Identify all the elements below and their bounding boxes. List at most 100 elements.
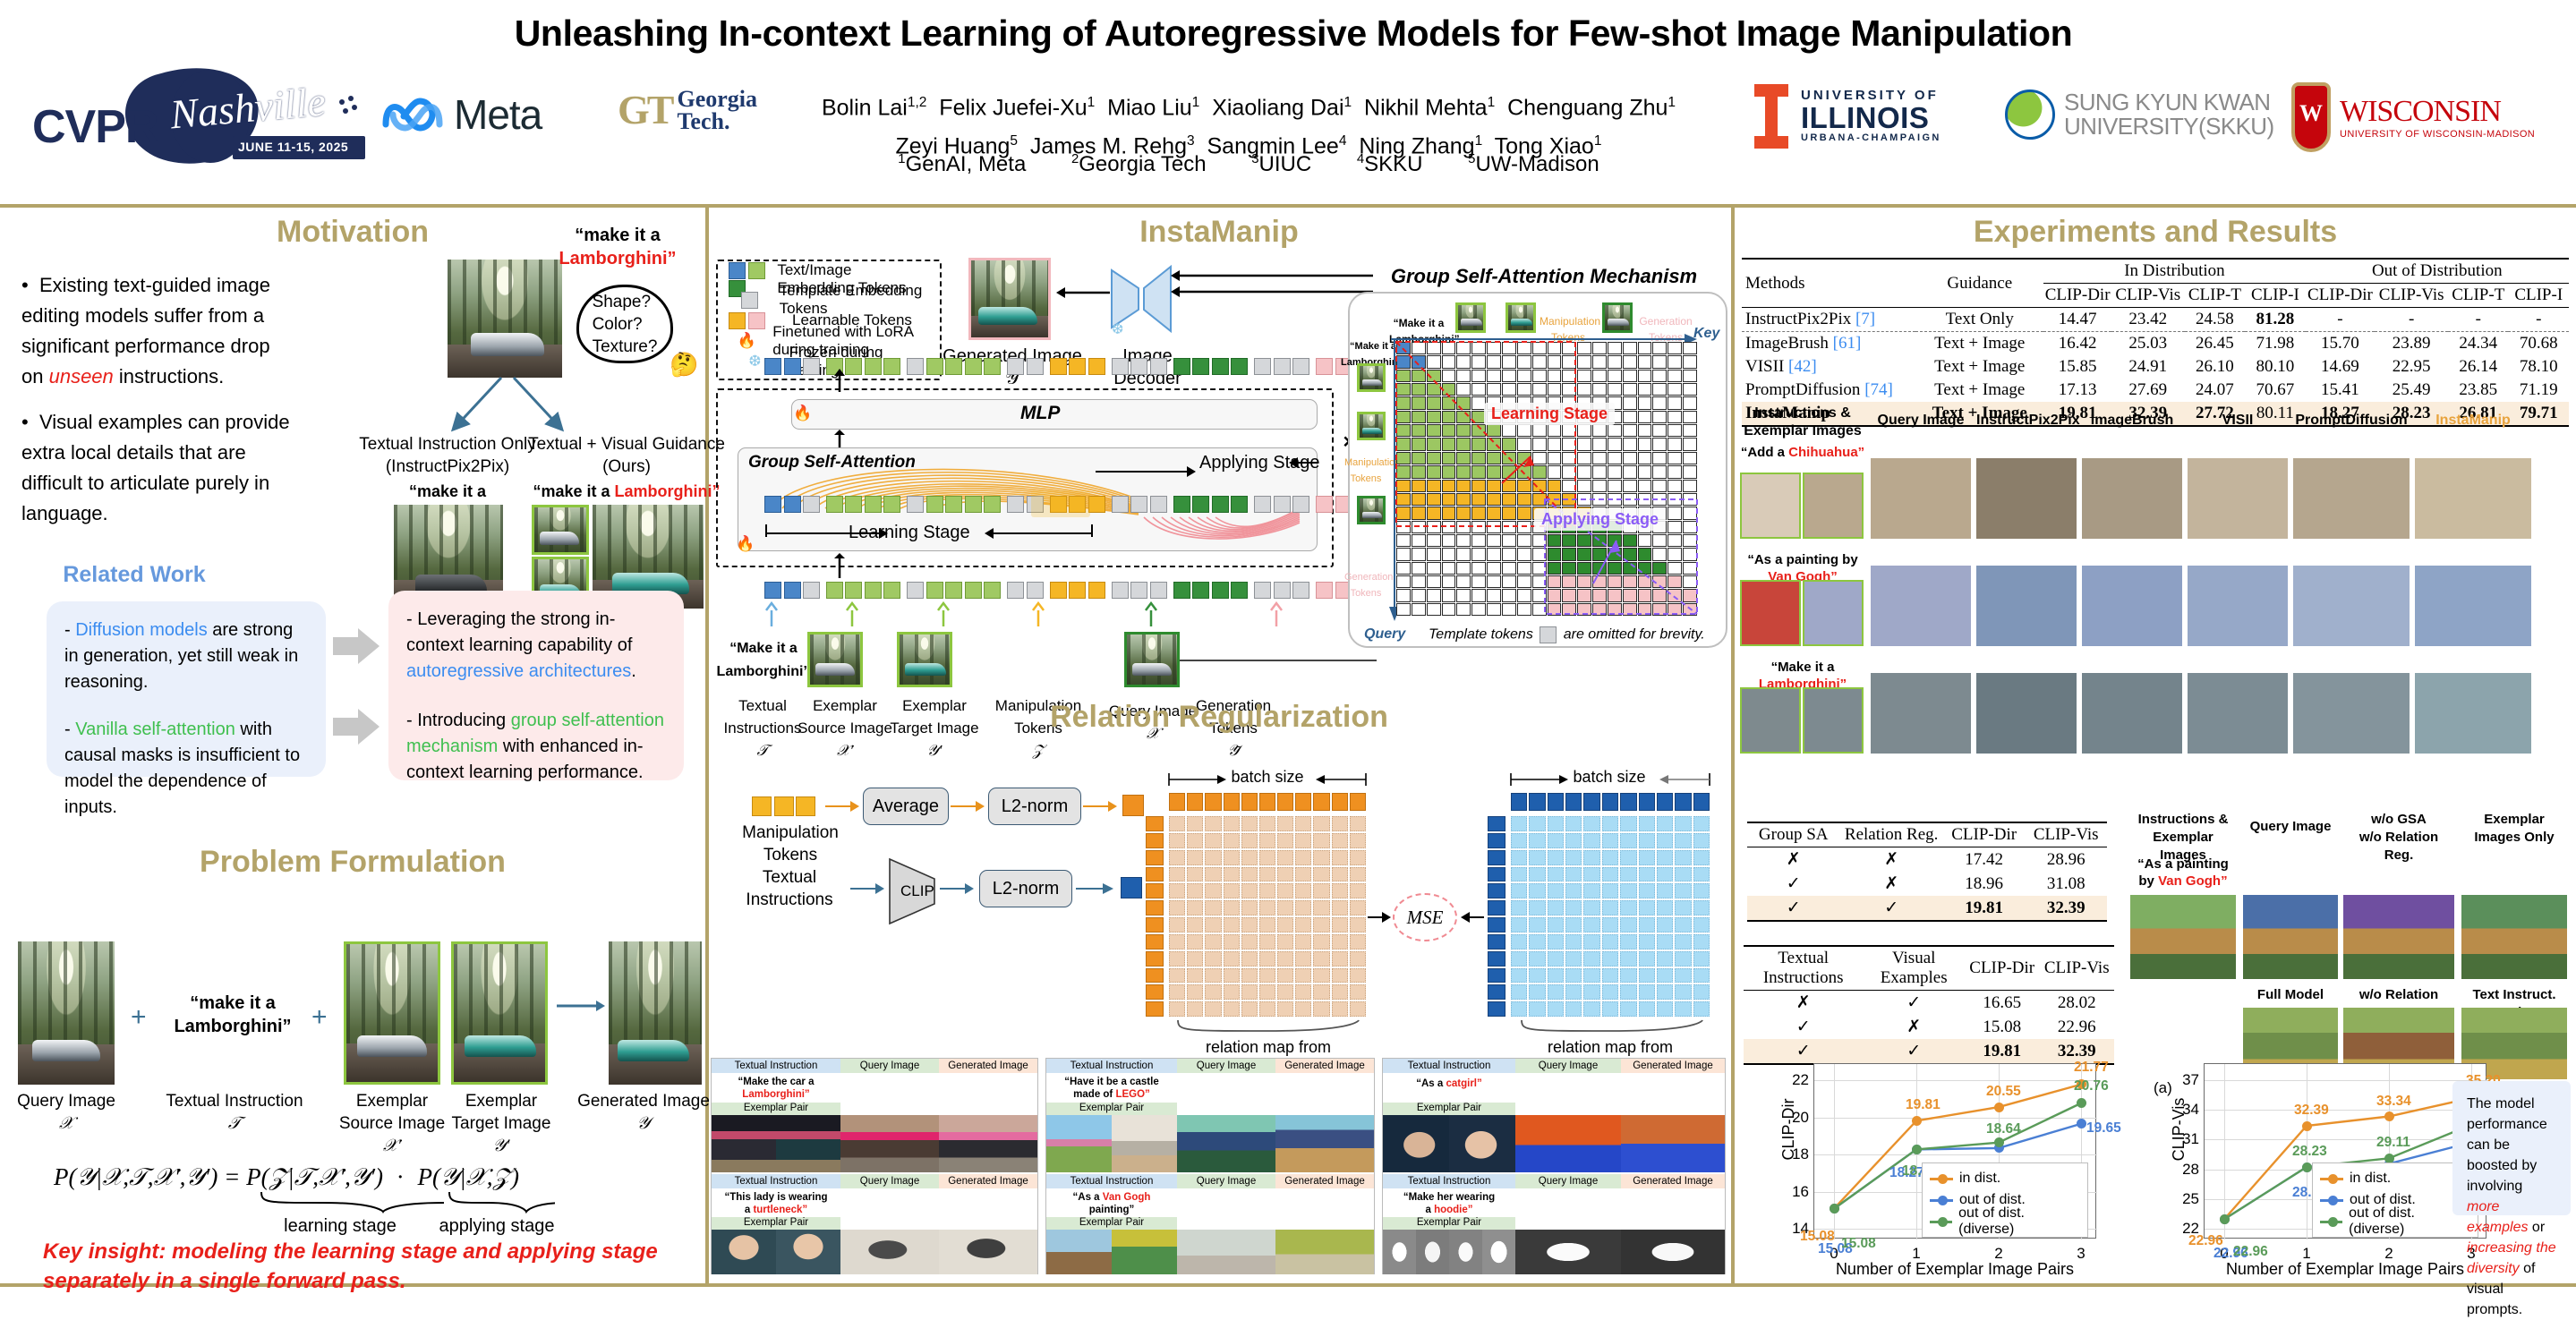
cell-metric: 23.42 [2128,310,2168,328]
relation-cell [1583,967,1600,984]
relation-cell [1205,832,1222,848]
relation-cell [1656,933,1674,950]
relation-header-cell [1511,793,1528,811]
qinstr-3: “Have it be a castle made of LEGO” [1064,1077,1159,1100]
gsa-cell [1487,355,1501,369]
cell-metric: 18.27 [2305,402,2376,426]
relation-cell [1675,866,1692,882]
gsa-cell [1652,438,1668,451]
ablation-flag: ✗ [1906,1018,1922,1036]
gsa-cell [1562,424,1577,438]
cell-guidance: Text + Image [1934,357,2026,376]
flame-icon: 🔥 [737,331,756,349]
gsa-cell [1441,451,1456,465]
qhead-instruction: Textual Instruction [712,1174,840,1188]
cell-metric: 78.10 [2519,357,2558,376]
gsa-cell [1396,520,1411,533]
wisconsin-logo: WISCONSIN UNIVERSITY OF WISCONSIN-MADISO… [2291,82,2535,152]
relation-cell [1529,950,1546,967]
motivation-right-branch-title: Textual + Visual Guidance (Ours) [528,435,725,476]
gsa-cell [1547,602,1562,616]
gsa-cell [1652,479,1668,492]
relation-cell [1511,967,1528,984]
skku-mark-icon [2005,89,2055,140]
relation-cell [1187,950,1204,967]
gsa-cell [1501,355,1516,369]
poster-header: Unleashing In-context Learning of Autore… [0,0,2576,204]
relation-cell [1277,1001,1294,1017]
gsa-cell [1562,369,1577,383]
gsa-cell [1426,575,1441,589]
gsa-cell [1668,520,1683,533]
relation-cell [1583,917,1600,933]
rr-batch-size-bracket-left [1168,773,1367,786]
gsa-cell [1622,602,1637,616]
relation-cell [1565,883,1582,899]
relation-cell [1223,832,1240,848]
gsa-learning-stage-badge: Learning Stage [1484,403,1616,425]
relation-header-cell [1638,793,1655,811]
gsa-cell [1501,424,1516,438]
data-point [1911,1144,1922,1154]
gsa-cell [1471,520,1487,533]
wisc-line1: WISCONSIN [2340,95,2502,128]
pf-equation: P(𝒴|𝒳,𝒯,𝒳′,𝒴′) = P(𝒵|𝒯,𝒳′,𝒴′) · P(𝒴|𝒳,𝒵) [54,1163,520,1190]
gsa-cell [1668,548,1683,561]
relation-cell [1529,816,1546,831]
transformer-block [716,388,1334,567]
ablation-flag: ✗ [1796,993,1811,1012]
cell-metric: 81.28 [2256,310,2295,328]
relation-cell [1675,1001,1692,1017]
relation-cell [1511,832,1528,848]
affiliation-5: 5UW-Madison [1468,152,1599,176]
relation-cell [1620,883,1637,899]
qhead-generated: Generated Image [939,1174,1037,1188]
legend-label: in dist. [2350,1171,2392,1186]
data-point [2076,1079,2086,1090]
gsa-cell [1637,342,1652,355]
relation-cell [1205,883,1222,899]
gsa-cell [1396,424,1411,438]
gsa-cell [1592,355,1607,369]
wisconsin-crest-icon [2291,82,2331,152]
rr-arrow-2 [951,801,985,812]
relation-cell [1620,1001,1637,1017]
data-point [2219,1214,2230,1224]
relation-cell [1693,933,1710,950]
gsa-cell [1637,575,1652,589]
relation-cell [1693,849,1710,865]
relation-cell [1258,900,1276,915]
gsa-cell [1456,548,1471,561]
relation-cell [1187,933,1204,950]
gsa-cell [1516,602,1531,616]
learning-stage-label: Learning Stage [849,523,970,542]
gsa-cell [1501,589,1516,602]
gsa-col-img-target [1506,302,1536,333]
relation-cell [1169,933,1186,950]
comparison-result-thumb [2188,673,2288,754]
gsa-cell [1577,369,1592,383]
comparison-exemplar-thumb [1740,473,1801,539]
gsa-cell [1607,465,1622,479]
rr-side-col-right [1488,816,1506,1017]
gsa-cell [1501,602,1516,616]
y-tick-label: 14 [1792,1220,1809,1237]
gsa-cell [1531,451,1547,465]
gsa-cell [1487,520,1501,533]
gsa-cell [1637,410,1652,424]
gsa-cell [1471,575,1487,589]
cell-metric: - [2337,310,2343,328]
cell-metric: 24.58 [2196,310,2234,328]
gsa-cell [1426,561,1441,575]
x-tick-label: 1 [2302,1245,2311,1262]
relation-header-cell [1488,967,1506,984]
chart0-xlabel: Number of Exemplar Image Pairs [1835,1260,2075,1278]
ablation-col-header: CLIP-Dir [1951,825,2017,844]
relation-header-cell [1488,883,1506,899]
table-group-header-row: Methods Guidance In Distribution Out of Dis… [1742,259,2569,293]
relation-cell [1277,883,1294,899]
relation-cell [1547,967,1565,984]
qinstr-5: “As a catgirl” [1416,1078,1482,1089]
gsa-cell [1396,479,1411,492]
relation-cell [1205,967,1222,984]
